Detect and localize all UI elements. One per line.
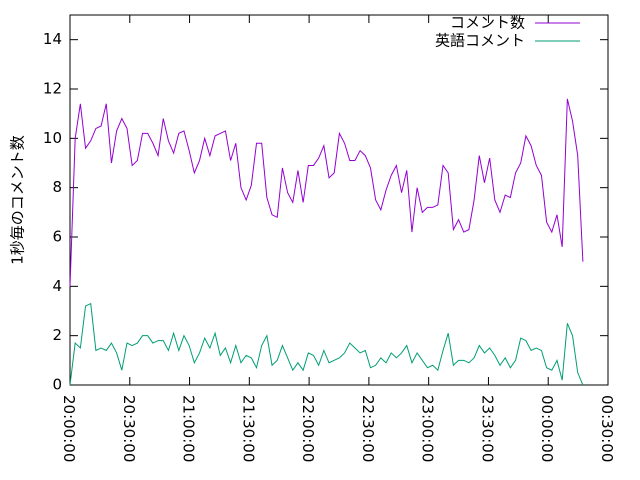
x-tick-label: 20:00:00 <box>60 395 78 462</box>
y-tick-label: 8 <box>52 178 62 196</box>
data-line <box>69 98 584 287</box>
legend-label: コメント数 <box>450 14 525 32</box>
x-tick-label: 23:30:00 <box>478 395 496 462</box>
x-tick-label: 00:30:00 <box>598 395 616 462</box>
plot-frame <box>69 14 609 386</box>
data-line <box>69 302 584 386</box>
legend-label: 英語コメント <box>435 32 525 50</box>
y-tick-label: 0 <box>52 376 62 394</box>
x-tick-label: 23:00:00 <box>419 395 437 462</box>
y-tick-label: 4 <box>52 277 62 295</box>
y-axis-label: 1秒毎のコメント数 <box>9 135 27 265</box>
y-tick-label: 6 <box>52 228 62 246</box>
y-tick-label: 10 <box>43 129 62 147</box>
x-tick-label: 00:00:00 <box>538 395 556 462</box>
x-tick-label: 22:00:00 <box>299 395 317 462</box>
x-tick-label: 22:30:00 <box>359 395 377 462</box>
y-tick-label: 12 <box>43 80 62 98</box>
x-tick-label: 21:30:00 <box>239 395 257 462</box>
y-tick-label: 14 <box>43 30 62 48</box>
x-tick-label: 21:00:00 <box>180 395 198 462</box>
y-tick-label: 2 <box>52 326 62 344</box>
x-tick-label: 20:30:00 <box>120 395 138 462</box>
